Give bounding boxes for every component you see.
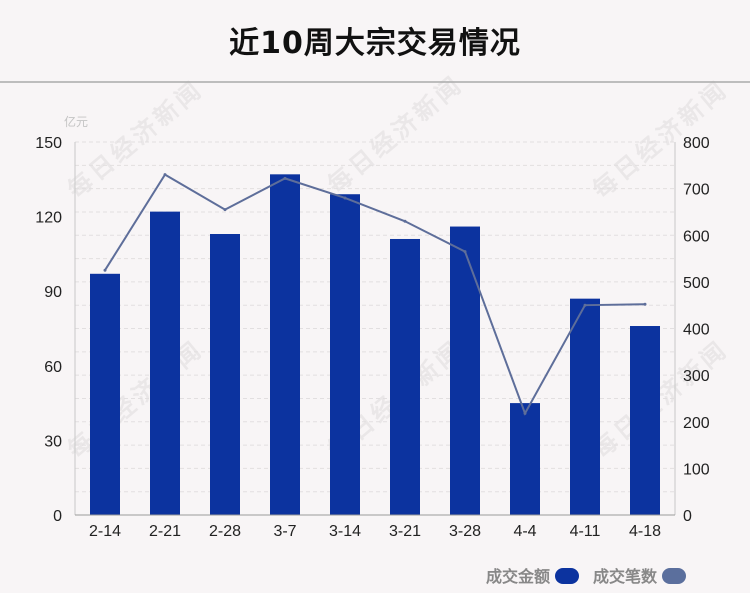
amount-bar [330, 194, 360, 515]
left-tick-label: 60 [44, 359, 62, 376]
amount-bar [630, 326, 660, 515]
amount-bars [90, 174, 660, 516]
left-tick-label: 0 [53, 508, 62, 525]
count-point [163, 173, 167, 177]
legend-count-swatch [662, 567, 687, 584]
amount-bar [390, 238, 420, 516]
x-tick-label: 2-21 [149, 523, 181, 540]
count-series-line [104, 173, 646, 416]
left-tick-label: 30 [44, 433, 62, 450]
chart-title: 近10周大宗交易情况 [229, 26, 521, 61]
x-axis-ticks: 2-14 2-21 2-28 3-7 3-14 3-21 3-28 4-4 4-11 4-18 [89, 523, 661, 540]
legend: 成交笔数 [593, 563, 687, 586]
right-tick-label: 100 [683, 461, 710, 478]
right-tick-label: 600 [683, 228, 710, 245]
left-axis-ticks: 0 30 60 90 120 150 [35, 135, 62, 525]
count-point [343, 196, 347, 200]
legend-amount-label: 成交金额 [486, 567, 551, 586]
amount-bar [570, 298, 600, 515]
x-tick-label: 4-11 [570, 523, 601, 540]
count-point [223, 208, 227, 212]
title-divider [0, 81, 750, 83]
x-tick-label: 3-28 [449, 523, 481, 540]
count-point [103, 268, 107, 272]
count-point [643, 302, 647, 306]
left-axis-unit: 亿元 [64, 114, 88, 129]
x-tick-label: 3-7 [273, 523, 296, 540]
right-axis-ticks: 0 100 200 300 400 500 600 700 800 [683, 135, 710, 525]
legend-count-label: 成交笔数 [593, 567, 658, 586]
legend: 成交金额 [486, 563, 580, 586]
right-tick-label: 200 [683, 415, 710, 432]
amount-bar [90, 273, 120, 515]
left-tick-label: 120 [35, 210, 62, 227]
right-tick-label: 500 [683, 275, 710, 292]
left-tick-label: 150 [35, 135, 62, 152]
legend-amount-swatch [555, 567, 580, 584]
right-tick-label: 300 [683, 368, 710, 385]
x-tick-label: 3-14 [329, 523, 361, 540]
axes [74, 142, 676, 516]
right-tick-label: 400 [683, 322, 710, 339]
count-point [583, 303, 587, 307]
amount-bar [210, 234, 240, 516]
x-tick-label: 3-21 [389, 523, 421, 540]
amount-bar [150, 211, 180, 516]
x-tick-label: 2-28 [209, 523, 241, 540]
x-tick-label: 2-14 [89, 523, 121, 540]
x-tick-label: 4-18 [629, 523, 661, 540]
right-tick-label: 0 [683, 508, 692, 525]
count-point [463, 250, 467, 254]
count-point [403, 219, 407, 223]
x-tick-label: 4-4 [513, 523, 536, 540]
count-point [283, 176, 287, 180]
count-point [523, 411, 527, 415]
right-tick-label: 700 [683, 182, 710, 199]
right-tick-label: 800 [683, 135, 710, 152]
count-line [103, 173, 647, 416]
amount-bar [510, 403, 540, 515]
amount-bar [450, 226, 480, 515]
amount-bar [270, 174, 300, 515]
left-tick-label: 90 [44, 284, 62, 301]
